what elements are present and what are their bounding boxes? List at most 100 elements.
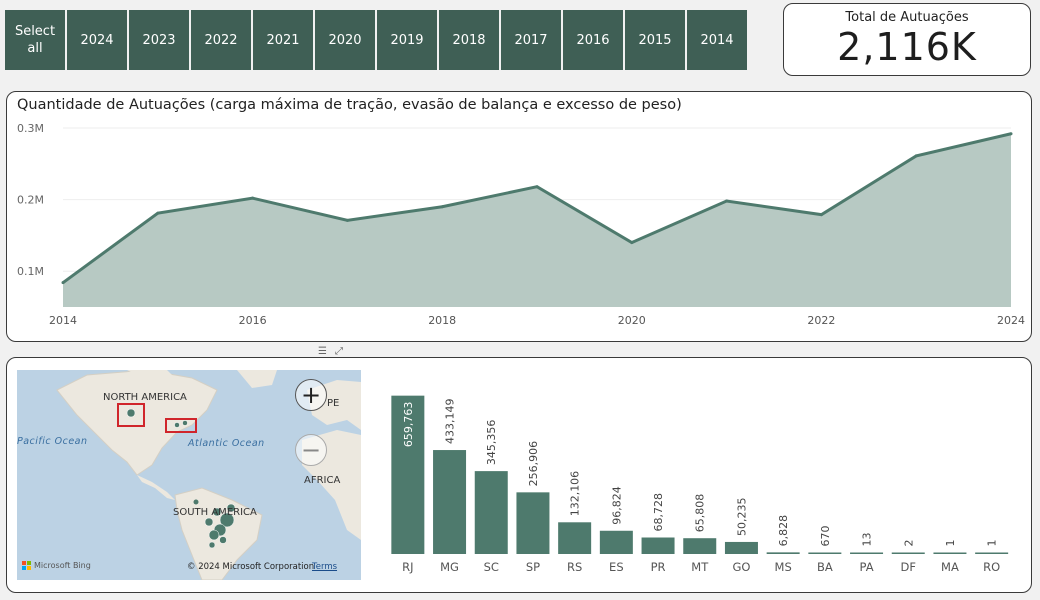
data-point — [251, 196, 255, 200]
line-chart-title: Quantidade de Autuações (carga máxima de… — [17, 97, 682, 113]
x-tick-label: 2016 — [239, 314, 267, 327]
bar — [516, 492, 550, 554]
bar — [683, 538, 717, 554]
x-category-label: PA — [860, 560, 874, 574]
x-category-label: MS — [775, 560, 792, 574]
bar — [391, 395, 425, 554]
bar-value-label: 659,763 — [402, 402, 415, 447]
bar-value-label: 433,149 — [444, 399, 457, 445]
zoom-out-button[interactable]: − — [295, 434, 327, 466]
bar-value-label: 50,235 — [735, 497, 748, 536]
zoom-in-button[interactable]: + — [295, 379, 327, 411]
slicer-select-all[interactable]: Select all — [5, 10, 65, 70]
bar-value-label: 1 — [986, 540, 999, 547]
bar-value-label: 670 — [819, 526, 832, 547]
bar — [808, 552, 842, 554]
kpi-card: Total de Autuações 2,116K — [783, 3, 1031, 76]
x-category-label: MA — [941, 560, 959, 574]
bing-logo: Microsoft Bing — [22, 561, 91, 570]
bar — [433, 450, 467, 554]
x-category-label: DF — [901, 560, 916, 574]
data-point — [440, 205, 444, 209]
x-category-label: BA — [817, 560, 833, 574]
area-fill — [63, 133, 1011, 307]
bar — [599, 530, 633, 554]
x-tick-label: 2022 — [807, 314, 835, 327]
x-category-label: RJ — [402, 560, 413, 574]
visual-header: ☰ ⤢ — [318, 346, 343, 357]
bar-value-label: 68,728 — [652, 493, 665, 531]
slicer-year-2024[interactable]: 2024 — [67, 10, 127, 70]
bar-value-label: 256,906 — [527, 441, 540, 487]
map-label-africa: AFRICA — [304, 475, 341, 486]
bar-value-label: 2 — [902, 540, 915, 547]
bar-chart: 659,763 RJ 433,149 MG 345,356 SC 256,906 SP 132,… — [391, 395, 1009, 574]
focus-mode-icon[interactable]: ⤢ — [334, 346, 343, 357]
x-tick-label: 2020 — [618, 314, 646, 327]
x-tick-label: 2018 — [428, 314, 456, 327]
bar — [850, 552, 884, 554]
slicer-year-2018[interactable]: 2018 — [439, 10, 499, 70]
bar — [891, 552, 925, 554]
area-chart: 0.1M 0.2M 0.3M 2014 2016 2018 2020 2022 2024 — [17, 122, 1025, 327]
data-point — [61, 281, 65, 285]
slicer-year-2022[interactable]: 2022 — [191, 10, 251, 70]
data-point — [914, 154, 918, 158]
kpi-title: Total de Autuações — [845, 10, 969, 25]
data-point — [819, 213, 823, 217]
map-land — [56, 370, 361, 580]
bar — [724, 541, 758, 554]
line-chart-panel: Quantidade de Autuações (carga máxima de… — [6, 91, 1032, 342]
data-point — [535, 185, 539, 189]
slicer-year-2017[interactable]: 2017 — [501, 10, 561, 70]
bar-value-label: 65,808 — [694, 494, 707, 532]
x-tick-label: 2014 — [49, 314, 77, 327]
kpi-value: 2,116K — [837, 25, 977, 69]
bing-label: Microsoft Bing — [34, 561, 91, 570]
bar — [766, 552, 800, 554]
x-tick-label: 2024 — [997, 314, 1025, 327]
microsoft-logo-icon — [22, 561, 31, 570]
bar-value-label: 96,824 — [610, 486, 623, 524]
x-category-label: RO — [983, 560, 1000, 574]
slicer-year-2019[interactable]: 2019 — [377, 10, 437, 70]
map-label-europe: PE — [327, 398, 340, 409]
data-point — [345, 218, 349, 222]
map-terms-link[interactable]: Terms — [312, 562, 338, 572]
x-category-label: MG — [440, 560, 459, 574]
x-category-label: SP — [526, 560, 540, 574]
bar — [641, 537, 675, 554]
map-visual[interactable]: NORTH AMERICA Pacific Ocean Atlantic Oce… — [17, 370, 361, 580]
slicer-year-2020[interactable]: 2020 — [315, 10, 375, 70]
x-category-label: MT — [691, 560, 709, 574]
x-category-label: SC — [484, 560, 499, 574]
bar — [474, 471, 508, 554]
slicer-year-2014[interactable]: 2014 — [687, 10, 747, 70]
data-point — [630, 241, 634, 245]
bar-value-label: 1 — [944, 540, 957, 547]
map-label-north-america: NORTH AMERICA — [103, 392, 187, 403]
bar-value-label: 13 — [861, 533, 874, 547]
data-point — [1009, 132, 1013, 136]
map-label-pacific: Pacific Ocean — [17, 436, 88, 447]
x-category-label: PR — [651, 560, 666, 574]
slicer-year-2021[interactable]: 2021 — [253, 10, 313, 70]
map-label-atlantic: Atlantic Ocean — [188, 438, 265, 449]
x-category-label: RS — [567, 560, 582, 574]
bar — [933, 552, 967, 554]
map-copyright: © 2024 Microsoft Corporation — [187, 562, 315, 572]
map-label-south-america: SOUTH AMERICA — [173, 507, 257, 518]
bar-value-label: 132,106 — [569, 471, 582, 517]
slicer-year-2016[interactable]: 2016 — [563, 10, 623, 70]
slicer-year-2015[interactable]: 2015 — [625, 10, 685, 70]
y-tick-label: 0.2M — [17, 194, 44, 207]
slicer-year-2023[interactable]: 2023 — [129, 10, 189, 70]
y-tick-label: 0.1M — [17, 265, 44, 278]
x-category-label: GO — [732, 560, 750, 574]
x-category-label: ES — [609, 560, 624, 574]
data-point — [725, 199, 729, 203]
bar — [975, 552, 1009, 554]
year-slicer: Select all 2024 2023 2022 2021 2020 2019 2018 20… — [5, 10, 747, 70]
filter-icon[interactable]: ☰ — [318, 346, 327, 357]
y-tick-label: 0.3M — [17, 122, 44, 135]
